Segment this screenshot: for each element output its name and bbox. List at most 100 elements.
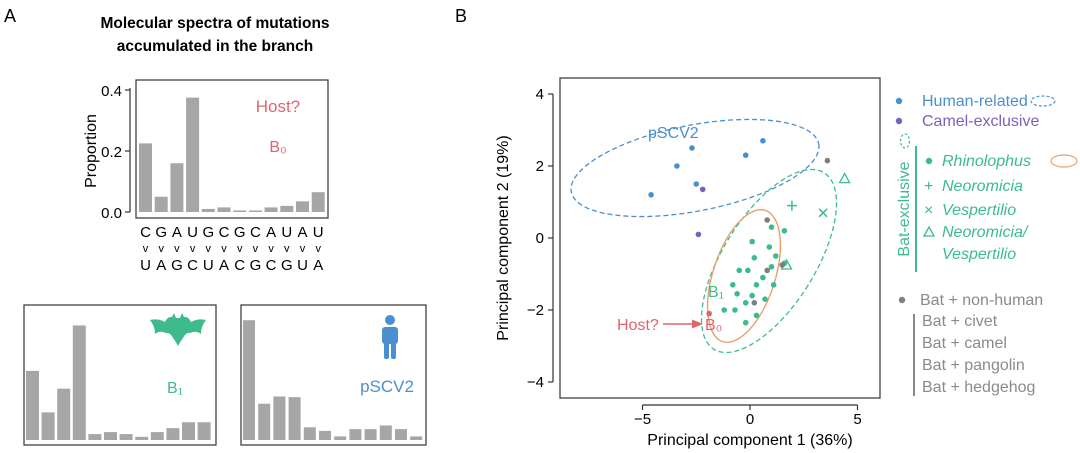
point-camel-exclusive-0: [699, 186, 706, 193]
legend-rhino-ellipse: [1050, 154, 1078, 168]
person-icon: [382, 315, 398, 359]
bar-A>C: [395, 429, 407, 440]
point-bat-non-human-4: [779, 262, 786, 268]
tick-to-4: U: [203, 257, 214, 274]
panel-label-a: A: [4, 6, 16, 26]
spectrum-bars-b0: [139, 97, 325, 212]
legend-neoromicia-vespertilio-2: Vespertilio: [942, 246, 1016, 263]
point-bat-non-human-3: [751, 300, 758, 306]
point-vespertilio-0: [818, 208, 828, 218]
bar-G>A: [41, 412, 55, 440]
spectrum-chart-pscv2-frame: [240, 304, 427, 446]
legend-camel: Camel-exclusive: [922, 113, 1039, 130]
point-human-related-3: [693, 181, 700, 187]
point-neoromicia-0: [786, 200, 797, 211]
bar-C>G: [248, 210, 262, 212]
legend-bat-ellipse: [899, 133, 911, 149]
bar-U>G: [311, 192, 325, 212]
bar-G>A: [258, 403, 271, 440]
point-bat-non-human-0: [824, 157, 831, 164]
bar-C>A: [217, 207, 231, 212]
host-arrow-head: [692, 319, 703, 329]
tick-from-11: U: [313, 224, 324, 241]
spectrum-chart-pscv2: pSCV2: [240, 304, 427, 446]
tick-to-8: C: [266, 257, 277, 274]
human-related-ellipse: [570, 118, 820, 218]
bar-U>C: [288, 397, 301, 440]
legend-dot-rhino: [925, 157, 933, 165]
legend-human-ellipse: [1030, 95, 1056, 107]
bar-G>U: [303, 427, 316, 440]
bar-C>A: [319, 430, 331, 440]
human-cluster-label: pSCV2: [648, 125, 699, 142]
y-tick-label-0.4: 0.4: [101, 83, 122, 100]
bar-A>C: [182, 422, 195, 440]
point-rhinolophus-13: [770, 282, 777, 288]
tick-arrow-5: v: [221, 243, 227, 255]
bar-A>U: [364, 429, 377, 440]
pca-plot-frame: [559, 77, 881, 399]
tick-to-2: G: [171, 257, 183, 274]
point-rhinolophus-21: [742, 319, 749, 326]
bar-U>A: [166, 428, 180, 440]
bar-G>C: [119, 434, 133, 440]
tick-to-0: U: [140, 257, 151, 274]
panel-a-title-line2: accumulated in the branch: [117, 38, 313, 55]
bar-G>A: [154, 196, 168, 212]
bar-C>A: [104, 432, 117, 440]
point-rhinolophus-14: [734, 291, 740, 297]
bar-A>U: [264, 207, 278, 212]
bar-U>G: [410, 436, 423, 440]
tick-to-3: C: [187, 257, 198, 274]
point-rhinolophus-16: [762, 296, 768, 303]
legend-neoromicia: Neoromicia: [942, 178, 1023, 195]
bar-A>G: [170, 163, 184, 212]
pca-axes: −5 0 5 −4 −2 0 2 4: [527, 86, 862, 428]
bar-U>A: [379, 425, 392, 440]
point-neoromicia-vespertilio-0: [838, 172, 851, 184]
tick-arrow-7: v: [253, 243, 259, 255]
tick-from-5: C: [219, 224, 230, 241]
pca-legend: Human-related Camel-exclusive Bat-exclus…: [895, 93, 1078, 396]
legend-plus-marker: +: [924, 178, 933, 195]
x-axis-label: Principal component 1 (36%): [647, 432, 852, 449]
tick-arrow-8: v: [268, 243, 274, 255]
tick-to-10: U: [297, 257, 308, 274]
y-tick-label-0: 0: [536, 230, 544, 247]
legend-rhinolophus: Rhinolophus: [942, 153, 1031, 170]
x-tick-label-0: 0: [746, 411, 754, 428]
bat-exclusive-ellipse: [700, 168, 838, 354]
point-camel-exclusive-1: [695, 231, 702, 238]
b0-point-label: B₀: [705, 317, 722, 334]
tick-to-5: A: [219, 257, 229, 274]
tick-to-6: C: [234, 257, 245, 274]
point-rhinolophus-10: [760, 274, 766, 281]
legend-dot-camel: [895, 117, 903, 125]
point-rhinolophus-19: [732, 307, 738, 313]
spectrum-chart-b0: 0.4 0.2 0.0 Proportion Host? B₀ CvUGvAAv…: [83, 79, 329, 274]
tick-arrow-2: v: [174, 243, 180, 255]
y-tick-label-2: 2: [536, 158, 544, 175]
point-rhinolophus-0: [768, 224, 775, 230]
y-axis-label-proportion: Proportion: [83, 114, 100, 188]
bar-U>G: [197, 422, 211, 440]
legend-bat-group: Bat-exclusive: [896, 161, 913, 256]
x-tick-label--5: −5: [634, 411, 651, 428]
legend-neoromicia-vespertilio-1: Neoromicia/: [942, 224, 1029, 241]
legend-bat-camel: Bat + camel: [922, 335, 1007, 352]
bar-G>C: [334, 436, 347, 440]
point-rhinolophus-4: [773, 253, 779, 259]
point-rhinolophus-18: [721, 307, 727, 313]
point-rhinolophus-8: [745, 267, 751, 274]
point-human-related-5: [760, 138, 766, 144]
tick-from-2: A: [172, 224, 182, 241]
point-human-related-2: [648, 192, 654, 198]
bar-A>G: [57, 388, 71, 440]
point-rhinolophus-11: [753, 282, 760, 288]
legend-triangle-marker: [922, 225, 936, 237]
bar-C>U: [243, 320, 255, 440]
point-rhinolophus-7: [768, 264, 775, 270]
tick-arrow-11: v: [315, 243, 321, 255]
bar-A>G: [273, 396, 286, 440]
